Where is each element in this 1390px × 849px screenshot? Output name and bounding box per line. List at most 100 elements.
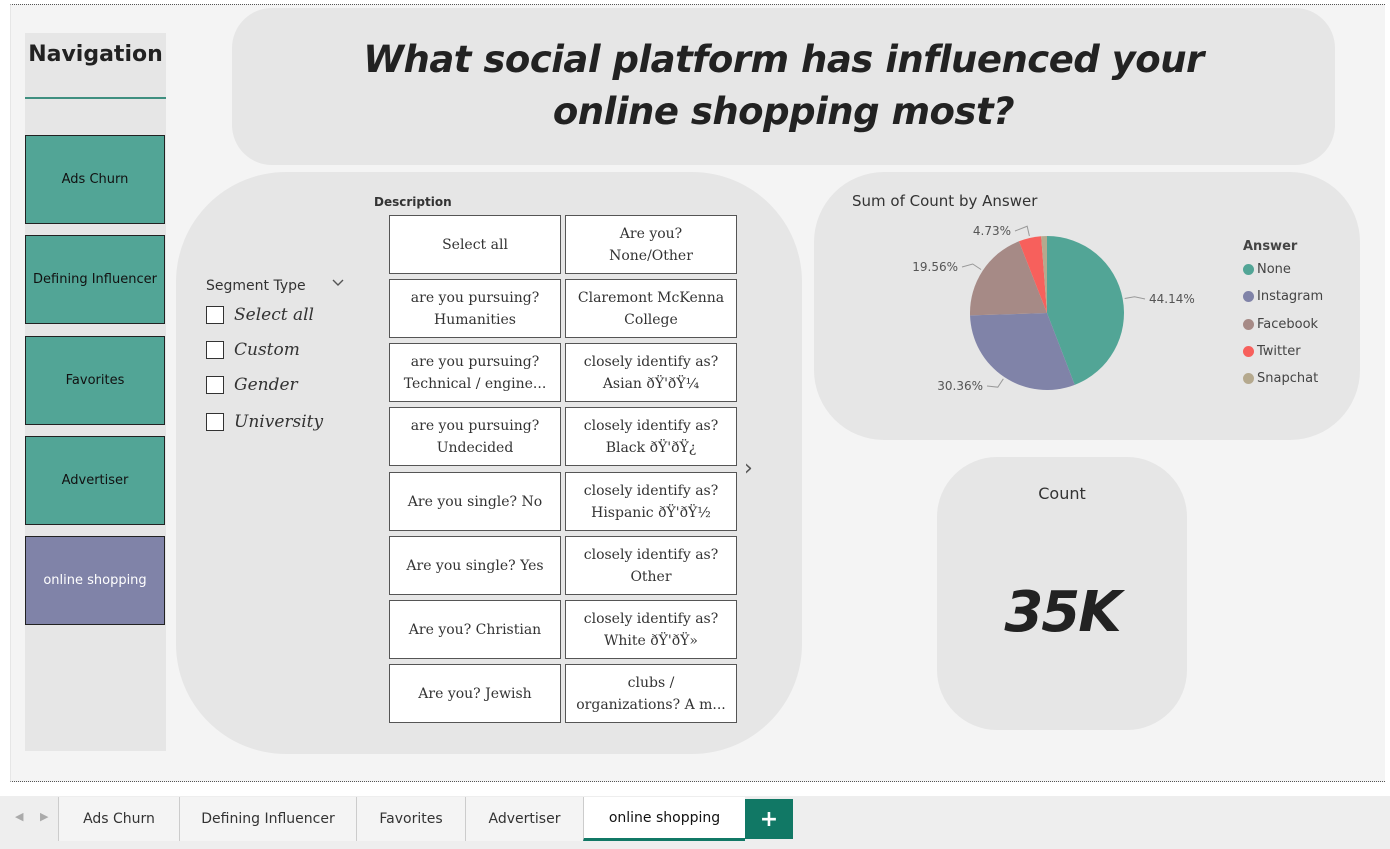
pie-slice-instagram[interactable] (970, 313, 1075, 390)
tile-line: Undecided (436, 439, 514, 456)
legend-item-facebook[interactable]: Facebook (1243, 317, 1318, 332)
description-tile[interactable]: Claremont McKenna College (565, 279, 737, 338)
tab-online-shopping[interactable]: online shopping (583, 797, 745, 841)
tab-defining-influencer[interactable]: Defining Influencer (179, 797, 356, 841)
tile-line: Hispanic ðŸ'ðŸ½ (591, 504, 711, 521)
tile-line: closely identify as? (583, 610, 719, 627)
data-label: 44.14% (1149, 292, 1195, 306)
tile-line: Other (630, 568, 672, 585)
tile-line: closely identify as? (583, 482, 719, 499)
checkbox[interactable] (206, 413, 224, 431)
card-value: 35K (1004, 580, 1121, 645)
description-tile[interactable]: Select all (389, 215, 561, 274)
pie-slice-twitter[interactable] (1018, 236, 1047, 313)
nav-button-advertiser[interactable]: Advertiser (25, 436, 165, 525)
tile-line: College (624, 311, 678, 328)
legend-dot (1243, 346, 1254, 357)
scroll-left-icon[interactable]: ◀ (15, 810, 24, 823)
tile-line: None/Other (609, 247, 693, 264)
pie-slice-snapchat[interactable] (1041, 236, 1047, 313)
description-tile[interactable]: are you pursuing? Technical / engine... (389, 343, 561, 402)
segment-option-custom[interactable]: Custom (206, 338, 300, 362)
legend-label: Twitter (1257, 344, 1301, 359)
segment-option-select-all[interactable]: Select all (206, 303, 314, 327)
nav-button-online-shopping[interactable]: online shopping (25, 536, 165, 625)
description-tile[interactable]: clubs / organizations? A m... (565, 664, 737, 723)
data-label: 19.56% (912, 260, 958, 274)
card-label: Count (1038, 484, 1086, 503)
tile-line: organizations? A m... (576, 696, 726, 713)
leader-line (1124, 296, 1146, 300)
description-tile[interactable]: Are you? Jewish (389, 664, 561, 723)
tile-line: clubs / (627, 674, 675, 691)
tile-line: Are you single? No (407, 493, 543, 510)
description-tile[interactable]: are you pursuing? Undecided (389, 407, 561, 466)
tile-line: are you pursuing? (410, 289, 540, 306)
tile-line: Select all (442, 236, 508, 253)
page-title: What social platform has influenced your… (363, 38, 1204, 133)
description-tile[interactable]: Are you? Christian (389, 600, 561, 659)
segment-option-label: Gender (234, 375, 298, 395)
nav-button-defining-influencer[interactable]: Defining Influencer (25, 235, 165, 324)
description-tile[interactable]: Are you single? Yes (389, 536, 561, 595)
navigation-title: Navigation (25, 33, 166, 99)
description-tile[interactable]: Are you single? No (389, 472, 561, 531)
count-card-panel (937, 457, 1187, 730)
tile-line: Technical / engine... (403, 375, 547, 392)
legend-title: Answer (1243, 239, 1298, 254)
segment-option-label: Custom (234, 340, 300, 360)
nav-button-ads-churn[interactable]: Ads Churn (25, 135, 165, 224)
navigation-panel: Navigation Ads Churn Defining Influencer… (25, 33, 166, 751)
chevron-down-icon[interactable] (331, 276, 345, 294)
pie-slice-facebook[interactable] (970, 241, 1047, 316)
add-page-button[interactable]: + (745, 799, 793, 839)
tile-line: Are you? Jewish (418, 685, 532, 702)
segment-type-label: Segment Type (206, 278, 306, 294)
tile-line: Claremont McKenna (577, 289, 725, 306)
data-label: 30.36% (937, 379, 983, 393)
chevron-right-icon[interactable]: › (744, 456, 753, 481)
title-panel: What social platform has influenced your… (232, 8, 1335, 165)
pie-slice-none[interactable] (1047, 236, 1124, 385)
chart-title: Sum of Count by Answer (852, 192, 1038, 210)
scroll-right-icon[interactable]: ▶ (40, 810, 49, 823)
legend-item-snapchat[interactable]: Snapchat (1243, 371, 1318, 386)
nav-button-favorites[interactable]: Favorites (25, 336, 165, 425)
description-tile[interactable]: Are you? None/Other (565, 215, 737, 274)
tab-favorites[interactable]: Favorites (356, 797, 465, 841)
segment-option-label: University (234, 412, 324, 432)
tile-line: are you pursuing? (410, 353, 540, 370)
legend-dot (1243, 264, 1254, 275)
segment-option-gender[interactable]: Gender (206, 373, 298, 397)
legend-dot (1243, 319, 1254, 330)
legend-item-none[interactable]: None (1243, 262, 1291, 277)
description-tile[interactable]: closely identify as? Asian ðŸ'ðŸ¼ (565, 343, 737, 402)
legend-label: Facebook (1257, 317, 1319, 332)
tab-ads-churn[interactable]: Ads Churn (58, 797, 179, 841)
legend-label: Snapchat (1257, 371, 1319, 386)
tab-advertiser[interactable]: Advertiser (465, 797, 583, 841)
data-label: 4.73% (973, 224, 1011, 238)
legend-dot (1243, 291, 1254, 302)
checkbox[interactable] (206, 341, 224, 359)
description-tile[interactable]: closely identify as? Other (565, 536, 737, 595)
tile-line: Humanities (434, 311, 516, 328)
legend-label: None (1257, 262, 1291, 277)
tile-line: White ðŸ'ðŸ» (603, 632, 698, 649)
description-label: Description (374, 195, 452, 209)
legend-item-twitter[interactable]: Twitter (1243, 344, 1301, 359)
pie-chart[interactable]: 44.14% 30.36% 19.56% 4.73% (900, 215, 1220, 415)
tile-line: are you pursuing? (410, 417, 540, 434)
description-tile[interactable]: closely identify as? Black ðŸ'ðŸ¿ (565, 407, 737, 466)
description-tile[interactable]: are you pursuing? Humanities (389, 279, 561, 338)
legend-dot (1243, 373, 1254, 384)
legend-item-instagram[interactable]: Instagram (1243, 289, 1323, 304)
leader-line (961, 263, 982, 270)
tile-line: Are you? (619, 225, 683, 242)
tile-line: Asian ðŸ'ðŸ¼ (602, 375, 700, 392)
checkbox[interactable] (206, 306, 224, 324)
checkbox[interactable] (206, 376, 224, 394)
segment-option-university[interactable]: University (206, 410, 323, 434)
description-tile[interactable]: closely identify as? Hispanic ðŸ'ðŸ½ (565, 472, 737, 531)
description-tile[interactable]: closely identify as? White ðŸ'ðŸ» (565, 600, 737, 659)
